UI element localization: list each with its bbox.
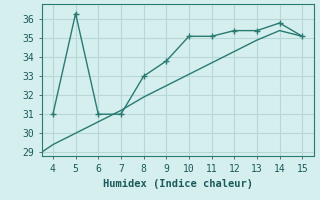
X-axis label: Humidex (Indice chaleur): Humidex (Indice chaleur): [103, 179, 252, 189]
